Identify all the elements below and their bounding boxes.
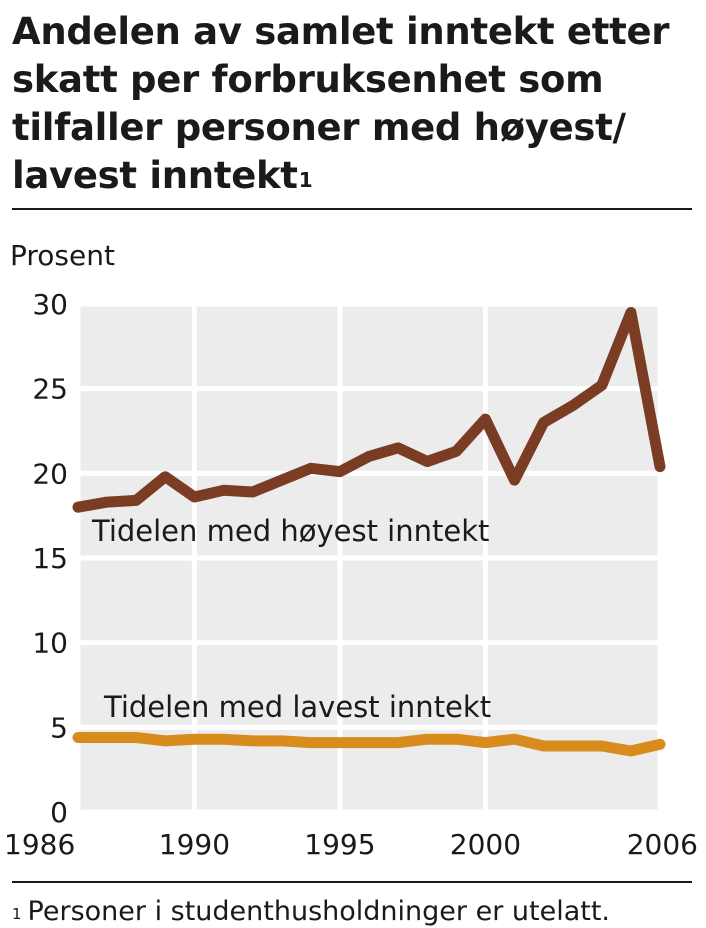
series-line-low-income [72, 732, 666, 757]
series-label-high-income: Tidelen med høyest inntekt [91, 514, 489, 548]
x-tick-label: 1990 [159, 828, 230, 861]
footnote: 1 Personer i studenthusholdninger er utel… [12, 896, 706, 928]
x-tick-label: 2006 [627, 828, 698, 861]
series-label-low-income: Tidelen med lavest inntekt [103, 690, 491, 724]
x-tick-label: 2000 [450, 828, 521, 861]
y-tick-label: 30 [32, 288, 68, 321]
x-tick-labels: 1986 1990 1995 2000 2006 [4, 828, 698, 861]
y-tick-label: 10 [32, 627, 68, 660]
line-chart: 0 5 10 15 20 25 30 1986 1990 1995 2000 2006 Prosen… [4, 239, 698, 861]
y-axis-label: Prosent [10, 239, 115, 272]
y-tick-labels: 0 5 10 15 20 25 30 [32, 288, 68, 829]
x-tick-label: 1986 [4, 828, 75, 861]
y-tick-label: 15 [32, 542, 68, 575]
footnote-divider [12, 881, 692, 883]
y-tick-label: 0 [50, 796, 68, 829]
y-tick-label: 5 [50, 711, 68, 744]
chart-title-text: Andelen av samlet inntekt etter skatt pe… [12, 10, 670, 197]
y-tick-label: 25 [32, 373, 68, 406]
footnote-mark: 1 [12, 905, 22, 923]
series-lines [72, 307, 666, 757]
chart-title: Andelen av samlet inntekt etter skatt pe… [12, 8, 702, 200]
footnote-text: Personer i studenthusholdninger er utela… [27, 896, 610, 927]
x-tick-label: 1995 [304, 828, 375, 861]
y-tick-label: 20 [32, 457, 68, 490]
series-line-high-income [72, 307, 666, 513]
title-divider [12, 208, 692, 210]
grid-lines [75, 301, 663, 815]
title-footnote-mark: 1 [298, 168, 313, 192]
series-labels: Tidelen med høyest inntekt Tidelen med la… [91, 514, 491, 724]
